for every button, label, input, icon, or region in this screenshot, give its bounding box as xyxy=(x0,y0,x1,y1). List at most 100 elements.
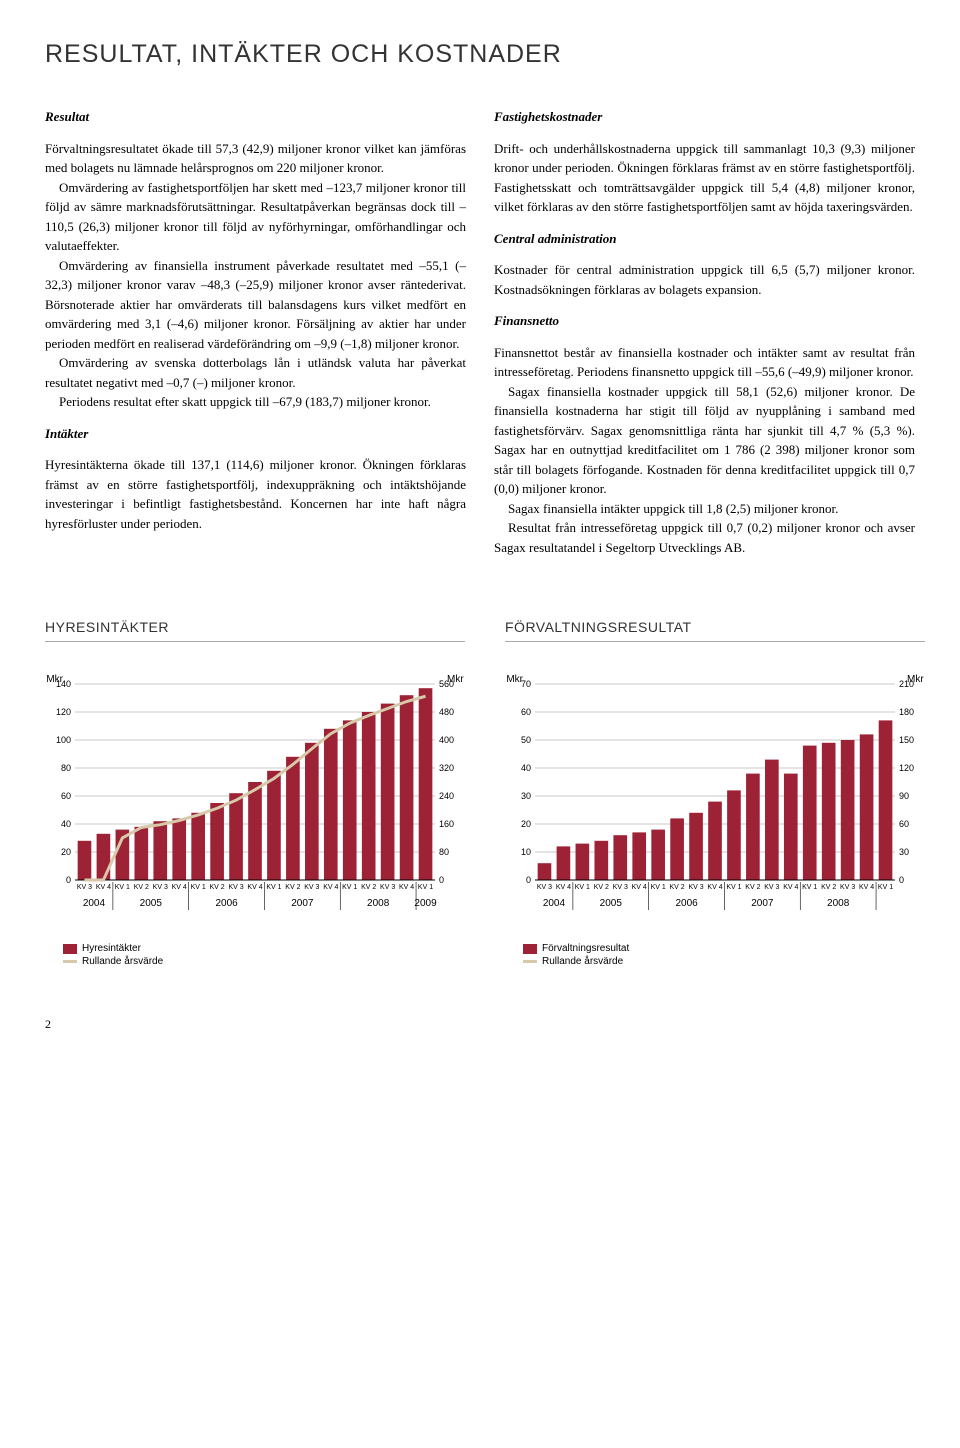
svg-text:KV 2: KV 2 xyxy=(210,884,225,891)
page-number: 2 xyxy=(45,1017,915,1032)
svg-text:2005: 2005 xyxy=(600,898,623,909)
svg-text:0: 0 xyxy=(526,875,531,885)
fastighetskostnader-heading: Fastighetskostnader xyxy=(494,107,915,127)
svg-text:KV 2: KV 2 xyxy=(821,884,836,891)
svg-text:KV 1: KV 1 xyxy=(878,884,893,891)
resultat-heading: Resultat xyxy=(45,107,466,127)
svg-text:KV 2: KV 2 xyxy=(745,884,760,891)
svg-text:KV 4: KV 4 xyxy=(783,884,798,891)
hyresintakter-chart: MkrMkr0020804016060240803201004001204801… xyxy=(45,670,465,930)
svg-text:0: 0 xyxy=(66,875,71,885)
svg-text:KV 4: KV 4 xyxy=(172,884,187,891)
fastighetskostnader-para-1: Drift- och underhållskostnaderna uppgick… xyxy=(494,139,915,217)
svg-text:KV 3: KV 3 xyxy=(153,884,168,891)
svg-text:KV 3: KV 3 xyxy=(688,884,703,891)
svg-text:30: 30 xyxy=(899,847,909,857)
resultat-para-3: Omvärdering av finansiella instrument på… xyxy=(45,256,466,354)
svg-text:KV 1: KV 1 xyxy=(266,884,281,891)
svg-text:2007: 2007 xyxy=(291,898,314,909)
svg-text:240: 240 xyxy=(439,791,454,801)
svg-text:KV 4: KV 4 xyxy=(96,884,111,891)
svg-text:560: 560 xyxy=(439,679,454,689)
central-admin-para-1: Kostnader för central administration upp… xyxy=(494,260,915,299)
svg-text:320: 320 xyxy=(439,763,454,773)
svg-text:30: 30 xyxy=(521,791,531,801)
svg-text:210: 210 xyxy=(899,679,914,689)
svg-text:40: 40 xyxy=(61,819,71,829)
svg-text:80: 80 xyxy=(61,763,71,773)
svg-text:60: 60 xyxy=(61,791,71,801)
svg-text:480: 480 xyxy=(439,707,454,717)
svg-text:2008: 2008 xyxy=(827,898,850,909)
svg-text:KV 4: KV 4 xyxy=(632,884,647,891)
svg-text:2006: 2006 xyxy=(675,898,698,909)
svg-text:KV 2: KV 2 xyxy=(670,884,685,891)
svg-text:KV 1: KV 1 xyxy=(575,884,590,891)
legend-bar-label: Hyresintäkter xyxy=(82,943,141,954)
svg-text:160: 160 xyxy=(439,819,454,829)
finansnetto-heading: Finansnetto xyxy=(494,311,915,331)
svg-text:KV 4: KV 4 xyxy=(247,884,262,891)
svg-text:2005: 2005 xyxy=(140,898,163,909)
svg-text:2009: 2009 xyxy=(414,898,437,909)
intakter-heading: Intäkter xyxy=(45,424,466,444)
svg-text:2004: 2004 xyxy=(543,898,566,909)
svg-text:50: 50 xyxy=(521,735,531,745)
svg-text:KV 4: KV 4 xyxy=(556,884,571,891)
svg-text:KV 4: KV 4 xyxy=(707,884,722,891)
svg-text:KV 3: KV 3 xyxy=(613,884,628,891)
page-title: RESULTAT, INTÄKTER OCH KOSTNADER xyxy=(45,40,915,69)
svg-text:140: 140 xyxy=(56,679,71,689)
svg-text:40: 40 xyxy=(521,763,531,773)
svg-text:KV 1: KV 1 xyxy=(418,884,433,891)
forvaltningsresultat-chart: MkrMkr0010302060309040120501506018070210… xyxy=(505,670,925,930)
finansnetto-para-2: Sagax finansiella kostnader uppgick till… xyxy=(494,382,915,499)
left-column: Resultat Förvaltningsresultatet ökade ti… xyxy=(45,107,466,569)
svg-text:90: 90 xyxy=(899,791,909,801)
svg-text:0: 0 xyxy=(899,875,904,885)
svg-text:KV 1: KV 1 xyxy=(191,884,206,891)
svg-text:KV 3: KV 3 xyxy=(380,884,395,891)
legend-bar-label: Förvaltningsresultat xyxy=(542,943,629,954)
svg-text:KV 1: KV 1 xyxy=(651,884,666,891)
svg-text:20: 20 xyxy=(521,819,531,829)
svg-text:150: 150 xyxy=(899,735,914,745)
finansnetto-para-3: Sagax finansiella intäkter uppgick till … xyxy=(494,499,915,519)
svg-text:KV 1: KV 1 xyxy=(802,884,817,891)
svg-text:KV 3: KV 3 xyxy=(537,884,552,891)
svg-text:20: 20 xyxy=(61,847,71,857)
central-admin-heading: Central administration xyxy=(494,229,915,249)
svg-text:2007: 2007 xyxy=(751,898,774,909)
svg-text:KV 1: KV 1 xyxy=(115,884,130,891)
hyresintakter-legend: Hyresintäkter Rullande årsvärde xyxy=(63,943,465,967)
svg-text:70: 70 xyxy=(521,679,531,689)
two-column-body: Resultat Förvaltningsresultatet ökade ti… xyxy=(45,107,915,569)
svg-text:2008: 2008 xyxy=(367,898,390,909)
svg-text:60: 60 xyxy=(899,819,909,829)
legend-line-swatch xyxy=(63,960,77,963)
svg-text:2004: 2004 xyxy=(83,898,106,909)
svg-text:KV 3: KV 3 xyxy=(764,884,779,891)
legend-line-swatch xyxy=(523,960,537,963)
svg-text:2006: 2006 xyxy=(215,898,238,909)
svg-text:KV 4: KV 4 xyxy=(323,884,338,891)
right-column: Fastighetskostnader Drift- och underhåll… xyxy=(494,107,915,569)
svg-text:120: 120 xyxy=(899,763,914,773)
resultat-para-4: Omvärdering av svenska dotterbolags lån … xyxy=(45,353,466,392)
svg-text:400: 400 xyxy=(439,735,454,745)
svg-text:KV 3: KV 3 xyxy=(304,884,319,891)
finansnetto-para-1: Finansnettot består av finansiella kostn… xyxy=(494,343,915,382)
finansnetto-para-4: Resultat från intresseföretag uppgick ti… xyxy=(494,518,915,557)
svg-text:KV 1: KV 1 xyxy=(342,884,357,891)
svg-text:KV 3: KV 3 xyxy=(228,884,243,891)
svg-text:KV 2: KV 2 xyxy=(594,884,609,891)
svg-text:KV 4: KV 4 xyxy=(859,884,874,891)
svg-text:100: 100 xyxy=(56,735,71,745)
charts-row: HYRESINTÄKTER MkrMkr00208040160602408032… xyxy=(45,619,915,967)
svg-text:10: 10 xyxy=(521,847,531,857)
hyresintakter-chart-block: HYRESINTÄKTER MkrMkr00208040160602408032… xyxy=(45,619,465,967)
legend-bar-swatch xyxy=(523,944,537,954)
forvaltningsresultat-chart-block: FÖRVALTNINGSRESULTAT MkrMkr0010302060309… xyxy=(505,619,925,967)
svg-text:KV 2: KV 2 xyxy=(361,884,376,891)
legend-line-label: Rullande årsvärde xyxy=(82,956,163,967)
